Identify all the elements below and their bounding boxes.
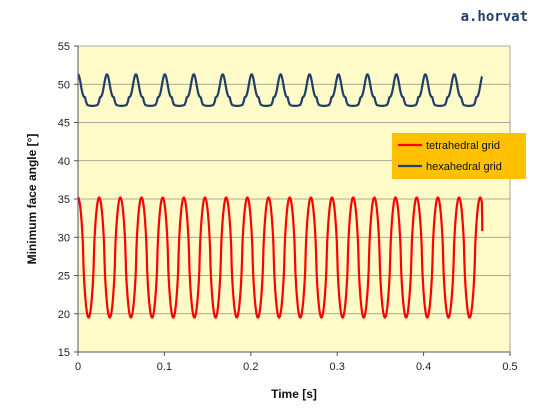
x-tick-label: 0.5 [502, 361, 517, 373]
y-tick-label: 50 [58, 79, 70, 91]
legend-label: tetrahedral grid [426, 140, 500, 152]
axes [74, 45, 511, 356]
y-tick-label: 25 [58, 271, 70, 283]
y-tick-label: 30 [58, 232, 70, 244]
x-axis-title: Time [s] [271, 387, 317, 401]
legend-box [392, 133, 526, 179]
y-tick-label: 15 [58, 347, 70, 359]
y-tick-label: 35 [58, 194, 70, 206]
tick-labels: 15 20 25 30 35 40 45 50 55 0 0.1 0.2 0.3 0.4 0.5 [58, 41, 518, 373]
series-layer [77, 73, 484, 319]
x-tick-label: 0.4 [416, 361, 431, 373]
y-tick-label: 40 [58, 156, 70, 168]
legend: tetrahedral grid hexahedral grid [392, 133, 526, 179]
y-tick-label: 20 [58, 309, 70, 321]
legend-label: hexahedral grid [426, 161, 502, 173]
series-line-tetrahedral [77, 196, 484, 319]
x-tick-label: 0 [75, 361, 81, 373]
series-line-hexahedral [77, 73, 484, 108]
y-tick-label: 45 [58, 118, 70, 130]
x-tick-label: 0.2 [243, 361, 258, 373]
y-tick-label: 55 [58, 41, 70, 53]
x-tick-label: 0.1 [157, 361, 172, 373]
author-watermark: a.horvat [461, 9, 528, 25]
x-tick-label: 0.3 [330, 361, 345, 373]
y-axis-title: Minimum face angle [°] [25, 134, 39, 265]
